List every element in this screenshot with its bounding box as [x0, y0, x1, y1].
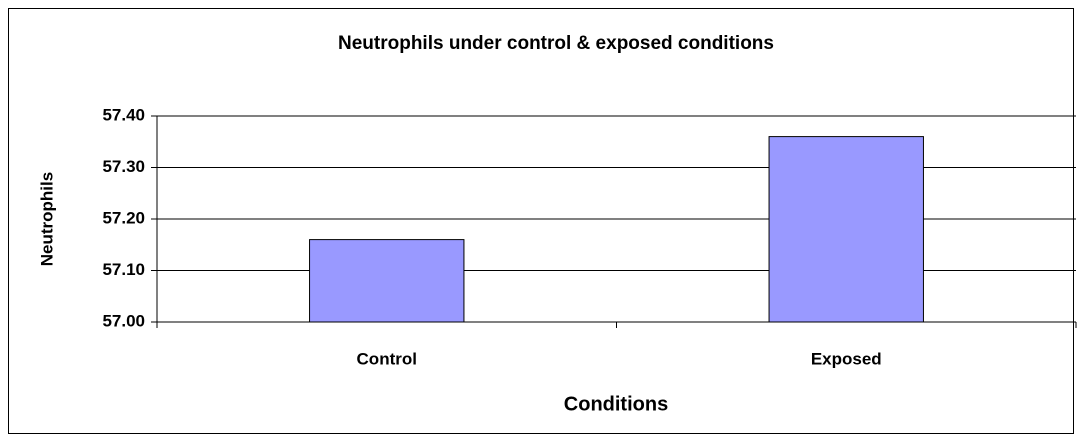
y-tick-label: 57.40 [102, 105, 145, 124]
y-tick-label: 57.20 [102, 208, 145, 227]
x-axis-title: Conditions [564, 393, 668, 415]
y-axis-title: Neutrophils [37, 172, 56, 266]
bar [309, 239, 465, 323]
chart-title: Neutrophils under control & exposed cond… [338, 33, 774, 54]
y-tick-label: 57.00 [102, 311, 145, 330]
bar [768, 136, 924, 323]
x-tick-label: Control [357, 349, 417, 368]
x-tick-label: Exposed [811, 349, 882, 368]
y-tick-label: 57.10 [102, 260, 145, 279]
y-tick-label: 57.30 [102, 157, 145, 176]
